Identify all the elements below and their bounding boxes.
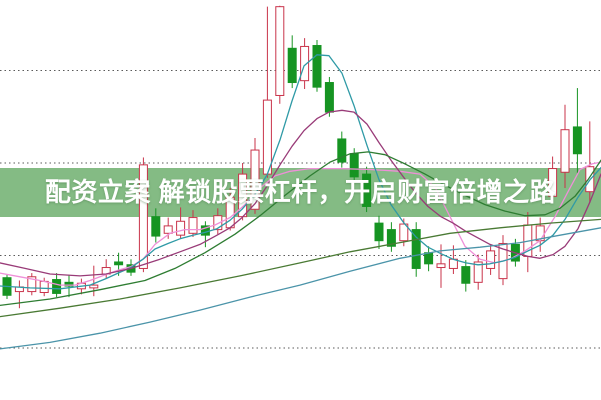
candle-down [287,47,297,84]
ma-steel [0,227,601,350]
candle-down [461,266,471,284]
ma-magenta [0,109,601,277]
candle-down [151,216,161,237]
candle-up [89,284,99,289]
candle-up [39,280,49,293]
candle-up [138,164,148,269]
candle-up [176,220,186,236]
candle-down [424,252,434,265]
candle-down [337,138,347,163]
candle-up [486,250,496,269]
candle-down [374,222,384,242]
candle-up [300,45,310,82]
candle-up [188,217,198,234]
candle-down [324,82,334,113]
candle-up [238,173,248,218]
candle-up [560,129,570,173]
candle-up [436,263,446,269]
candle-up [473,261,483,283]
ma-green [0,151,601,307]
candle-down [52,279,62,294]
candle-up [262,99,272,175]
candle-down [64,281,74,287]
candle-down [114,261,124,266]
candle-up [275,6,285,96]
headline-banner [0,168,601,217]
candle-down [572,126,582,155]
ma-olive [0,218,601,318]
candle-up [250,149,260,210]
candle-up [163,225,173,234]
candle-up [225,196,235,229]
candle-up [399,223,409,242]
candle-up [27,276,37,293]
candle-up [548,168,558,197]
ma-teal [0,54,601,290]
candle-down [386,229,396,247]
candle-up [213,215,223,231]
candle-down [349,153,359,178]
candle-down [411,229,421,269]
candle-down [362,173,372,207]
candle-down [312,45,322,88]
